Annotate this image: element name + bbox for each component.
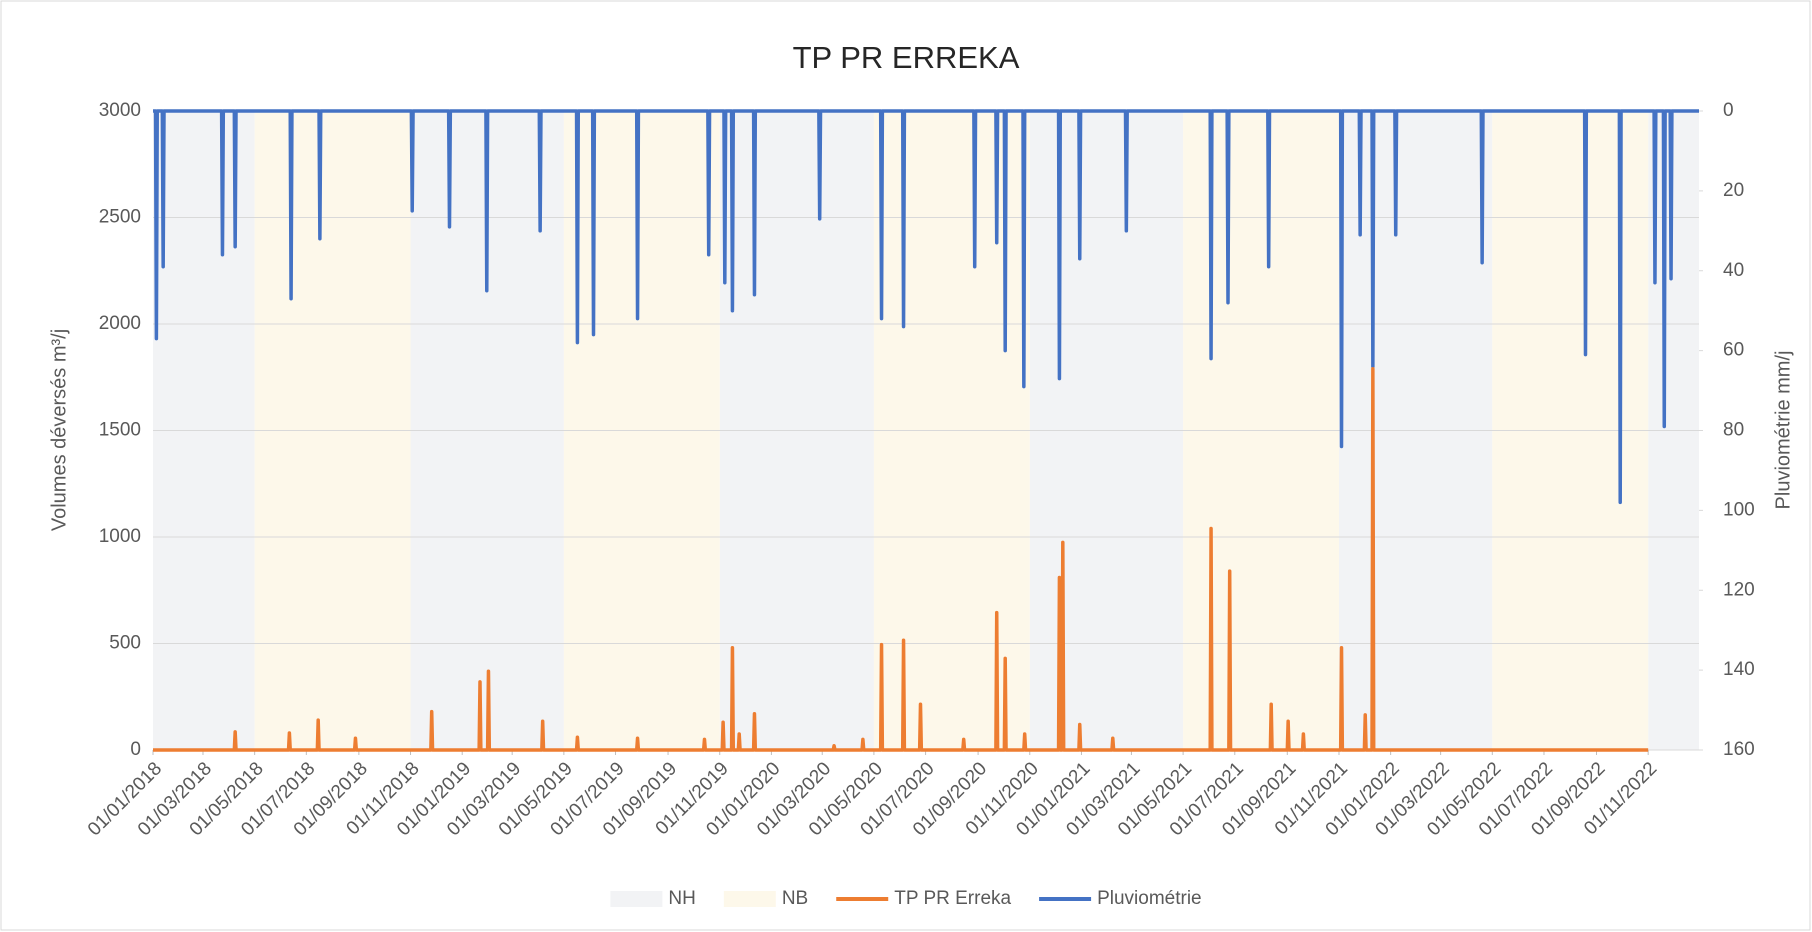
legend-swatch [723, 891, 776, 907]
y-tick-label: 500 [109, 633, 141, 654]
y2-tick-label: 0 [1723, 100, 1734, 121]
series-line [153, 366, 1649, 752]
legend-label: NB [782, 888, 808, 909]
y2-tick-label: 100 [1723, 499, 1755, 520]
y-axis-title: Volumes déversés m³/j [48, 329, 70, 531]
chart-title: TP PR ERREKA [793, 40, 1020, 75]
y2-tick-label: 160 [1723, 739, 1755, 760]
y-tick-label: 3000 [99, 100, 141, 121]
y2-tick-label: 120 [1723, 579, 1755, 600]
y-tick-label: 1000 [99, 526, 141, 547]
y-tick-label: 0 [130, 739, 141, 760]
y2-tick-label: 140 [1723, 659, 1755, 680]
legend: NH NB TP PR Erreka Pluviométrie [610, 888, 1202, 909]
y2-tick-label: 40 [1723, 260, 1744, 281]
legend-label: TP PR Erreka [894, 888, 1011, 909]
lines [153, 109, 1699, 752]
series-line [153, 109, 1699, 505]
legend-label: NH [668, 888, 695, 909]
y2-tick-label: 20 [1723, 180, 1744, 201]
y-tick-label: 2500 [99, 207, 141, 228]
legend-label: Pluviométrie [1097, 888, 1202, 909]
legend-swatch [610, 891, 663, 907]
y-tick-label: 1500 [99, 420, 141, 441]
y-tick-label: 2000 [99, 313, 141, 334]
y2-tick-label: 60 [1723, 340, 1744, 361]
y2-axis-title: Pluviométrie mm/j [1772, 351, 1794, 510]
y2-tick-label: 80 [1723, 420, 1744, 441]
